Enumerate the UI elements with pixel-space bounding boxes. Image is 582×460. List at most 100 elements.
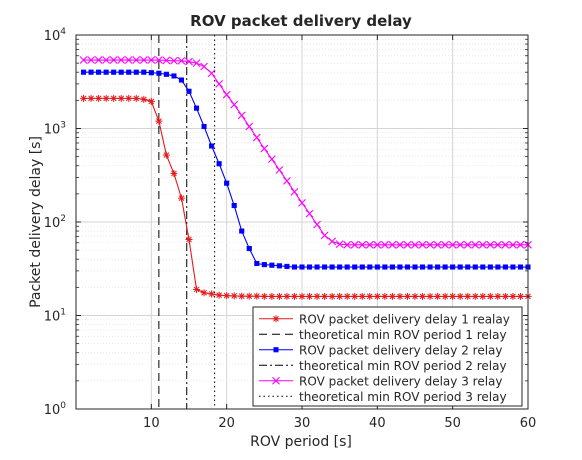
- data-point: [502, 264, 508, 270]
- data-point: [201, 123, 207, 130]
- data-point: [290, 187, 299, 196]
- data-point: [110, 94, 118, 102]
- data-point: [471, 240, 480, 249]
- data-point: [148, 70, 154, 76]
- data-point: [207, 69, 216, 78]
- legend-entry: theoretical min ROV period 2 relay: [259, 359, 507, 373]
- data-point: [367, 264, 373, 270]
- reference-lines: [158, 35, 216, 409]
- data-point: [162, 56, 171, 65]
- data-point: [463, 240, 472, 249]
- data-point: [397, 264, 403, 270]
- data-point: [147, 56, 156, 64]
- data-point: [358, 240, 367, 249]
- data-point: [343, 240, 352, 249]
- data-point: [321, 292, 329, 300]
- data-point: [186, 88, 192, 94]
- legend-label: theoretical min ROV period 2 relay: [299, 359, 507, 373]
- legend-entry: theoretical min ROV period 1 relay: [259, 328, 507, 342]
- legend-label: ROV packet delivery delay 3 relay: [299, 374, 502, 388]
- data-point: [192, 59, 201, 68]
- data-point: [283, 292, 291, 300]
- series-line: [83, 59, 528, 246]
- legend-label: ROV packet delivery delay 2 relay: [299, 343, 502, 357]
- data-point: [299, 264, 305, 270]
- y-tick-label: 101: [44, 308, 66, 325]
- data-point: [298, 292, 306, 300]
- data-point: [426, 240, 434, 249]
- x-tick-label: 60: [520, 416, 537, 431]
- data-point: [411, 240, 419, 249]
- data-point: [388, 240, 397, 249]
- data-point: [231, 202, 237, 209]
- data-point: [373, 240, 382, 249]
- data-point: [313, 292, 321, 300]
- data-point: [509, 292, 517, 300]
- data-point: [298, 199, 306, 207]
- data-point: [322, 264, 328, 270]
- data-point: [373, 292, 381, 300]
- data-point: [79, 56, 88, 64]
- data-point: [450, 264, 456, 270]
- data-point: [358, 292, 366, 300]
- data-point: [493, 240, 502, 249]
- data-point: [434, 292, 442, 300]
- data-point: [494, 292, 502, 300]
- data-point: [403, 240, 412, 249]
- data-point: [389, 264, 395, 270]
- data-point: [516, 292, 524, 300]
- data-point: [267, 155, 276, 164]
- data-point: [272, 376, 280, 385]
- data-point: [163, 71, 169, 77]
- data-point: [456, 292, 464, 300]
- data-point: [336, 292, 344, 300]
- data-point: [238, 292, 246, 300]
- data-point: [351, 292, 359, 300]
- data-point: [185, 57, 193, 66]
- data-point: [495, 264, 501, 270]
- x-tick-label: 50: [444, 416, 461, 431]
- data-point: [118, 69, 124, 75]
- data-point: [80, 69, 87, 75]
- data-point: [162, 151, 170, 159]
- data-point: [388, 292, 396, 300]
- data-point: [335, 240, 344, 249]
- data-point: [328, 292, 336, 300]
- data-point: [215, 291, 223, 299]
- data-point: [155, 117, 163, 125]
- data-point: [88, 69, 94, 75]
- data-point: [276, 263, 282, 269]
- data-point: [260, 144, 269, 153]
- data-point: [344, 264, 350, 270]
- y-tick-label: 104: [44, 27, 67, 44]
- data-point: [261, 262, 267, 268]
- data-point: [223, 292, 231, 300]
- data-point: [216, 161, 222, 167]
- data-point: [239, 228, 245, 234]
- x-tick-label: 20: [218, 416, 235, 431]
- data-point: [253, 292, 261, 300]
- data-point: [147, 97, 155, 105]
- data-point: [80, 94, 88, 102]
- data-point: [87, 94, 95, 102]
- data-point: [403, 292, 411, 300]
- data-point: [479, 292, 487, 300]
- data-point: [222, 90, 231, 99]
- data-point: [283, 177, 291, 185]
- series: [80, 69, 531, 270]
- data-point: [486, 292, 494, 300]
- data-point: [177, 194, 185, 202]
- axis-ticks: 10 20 30 40 50 60 100 101 102 103 104: [44, 27, 537, 431]
- data-point: [156, 70, 162, 76]
- data-point: [419, 292, 427, 300]
- data-point: [313, 220, 321, 229]
- data-point: [427, 264, 433, 270]
- data-point: [177, 56, 186, 65]
- data-point: [117, 56, 126, 64]
- data-point: [359, 264, 365, 270]
- data-point: [433, 240, 442, 249]
- data-point: [516, 240, 525, 249]
- data-point: [305, 209, 314, 218]
- legend-entry: ROV packet delivery delay 1 realay: [259, 312, 510, 326]
